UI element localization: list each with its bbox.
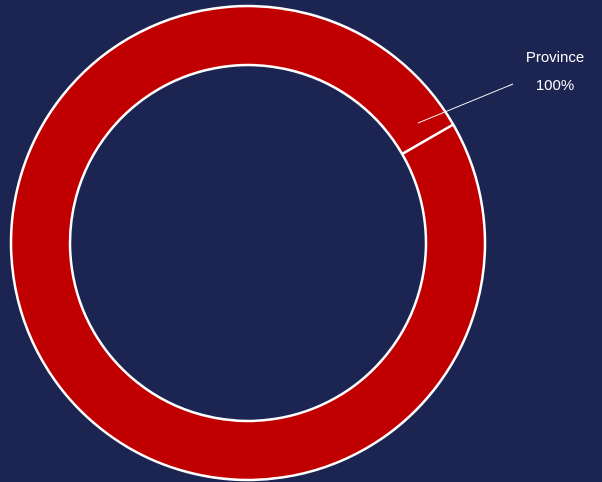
donut-segment <box>9 4 487 482</box>
value-label: 100% <box>536 77 574 94</box>
leader-line <box>417 83 514 124</box>
category-label: Province <box>526 49 584 66</box>
